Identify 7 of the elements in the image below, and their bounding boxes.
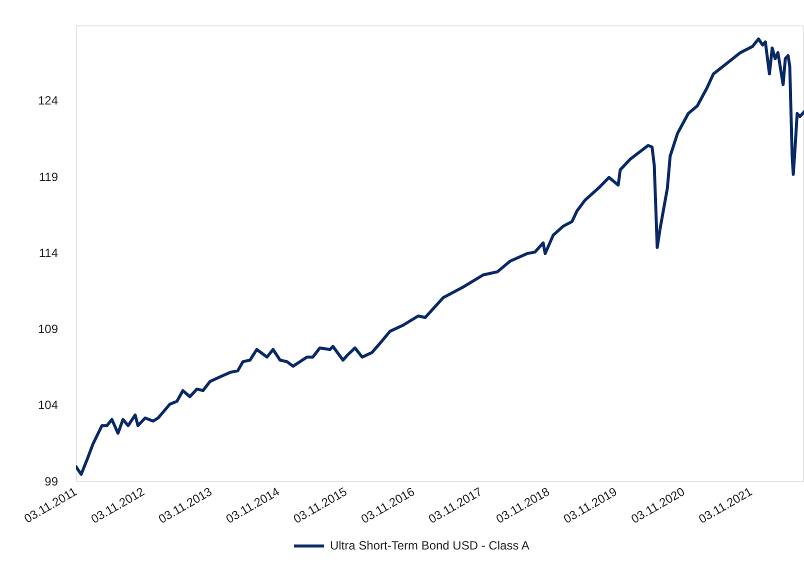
y-tick-label: 104 <box>38 398 58 412</box>
legend-label: Ultra Short-Term Bond USD - Class A <box>330 538 530 552</box>
y-tick-label: 99 <box>44 474 58 488</box>
y-tick-label: 109 <box>38 322 58 336</box>
y-tick-label: 119 <box>38 170 58 184</box>
y-tick-label: 114 <box>38 246 58 260</box>
y-tick-label: 124 <box>38 94 58 108</box>
